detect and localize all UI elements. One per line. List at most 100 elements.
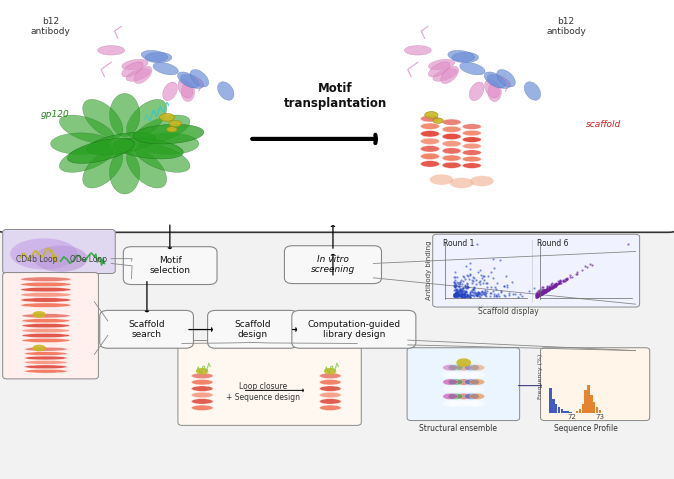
Point bbox=[534, 290, 545, 298]
Point bbox=[462, 291, 473, 299]
Point bbox=[553, 279, 564, 287]
Point bbox=[488, 274, 499, 282]
Point bbox=[459, 283, 470, 291]
Ellipse shape bbox=[178, 80, 193, 98]
Text: Round 1: Round 1 bbox=[443, 239, 474, 248]
Point bbox=[472, 291, 483, 298]
Point bbox=[464, 275, 474, 283]
Point bbox=[478, 289, 489, 297]
Point bbox=[456, 276, 466, 284]
Point bbox=[479, 288, 489, 296]
Point bbox=[451, 290, 462, 297]
Point bbox=[542, 284, 553, 292]
Text: Scaffold
search: Scaffold search bbox=[128, 319, 165, 339]
Point bbox=[534, 290, 545, 298]
Point bbox=[535, 290, 546, 298]
Point bbox=[536, 290, 547, 298]
Point bbox=[545, 285, 555, 293]
Point bbox=[466, 291, 477, 298]
Ellipse shape bbox=[21, 303, 71, 308]
Ellipse shape bbox=[122, 62, 143, 77]
Point bbox=[462, 279, 472, 287]
Point bbox=[537, 290, 547, 297]
Point bbox=[453, 286, 464, 294]
Point bbox=[539, 288, 549, 296]
Point bbox=[540, 288, 551, 296]
Ellipse shape bbox=[87, 132, 156, 155]
Ellipse shape bbox=[484, 72, 506, 88]
Point bbox=[456, 292, 467, 300]
Ellipse shape bbox=[190, 69, 209, 87]
Point bbox=[453, 284, 464, 291]
Point bbox=[534, 291, 545, 299]
Ellipse shape bbox=[443, 365, 458, 371]
Point bbox=[533, 291, 544, 298]
Ellipse shape bbox=[462, 137, 481, 142]
Point bbox=[540, 287, 551, 295]
Point bbox=[547, 282, 558, 290]
Point bbox=[454, 288, 465, 296]
Point bbox=[537, 290, 547, 297]
Point bbox=[532, 291, 543, 298]
Point bbox=[468, 274, 479, 281]
Ellipse shape bbox=[24, 347, 67, 351]
Point bbox=[455, 291, 466, 299]
Point bbox=[555, 276, 565, 284]
Point bbox=[465, 288, 476, 296]
Point bbox=[534, 289, 545, 297]
Point bbox=[459, 281, 470, 288]
Point bbox=[466, 279, 477, 286]
Point bbox=[452, 288, 462, 296]
Point bbox=[534, 290, 545, 297]
Point bbox=[532, 292, 543, 300]
Point bbox=[489, 283, 500, 291]
Ellipse shape bbox=[442, 134, 461, 139]
Point bbox=[452, 291, 462, 299]
Point bbox=[549, 281, 560, 289]
Point bbox=[534, 291, 545, 299]
Ellipse shape bbox=[448, 386, 463, 392]
Point bbox=[499, 283, 510, 290]
Point bbox=[531, 293, 542, 300]
Point bbox=[471, 240, 482, 248]
Point bbox=[535, 288, 546, 296]
Ellipse shape bbox=[442, 141, 461, 147]
Text: Motif
selection: Motif selection bbox=[150, 256, 191, 275]
FancyBboxPatch shape bbox=[292, 310, 416, 348]
Ellipse shape bbox=[191, 405, 213, 411]
Point bbox=[531, 293, 542, 301]
Point bbox=[452, 289, 463, 297]
Point bbox=[451, 289, 462, 297]
Ellipse shape bbox=[433, 118, 443, 124]
Point bbox=[451, 289, 462, 297]
Ellipse shape bbox=[324, 368, 336, 375]
Point bbox=[449, 282, 460, 290]
Ellipse shape bbox=[191, 399, 213, 404]
Point bbox=[489, 292, 499, 299]
FancyBboxPatch shape bbox=[178, 341, 361, 425]
Point bbox=[460, 291, 470, 298]
Point bbox=[449, 290, 460, 297]
Point bbox=[454, 287, 465, 295]
Point bbox=[459, 287, 470, 295]
Point bbox=[463, 292, 474, 300]
Ellipse shape bbox=[470, 365, 485, 371]
Point bbox=[466, 287, 477, 295]
Point bbox=[533, 291, 544, 298]
Point bbox=[451, 293, 462, 300]
Ellipse shape bbox=[98, 46, 125, 55]
Point bbox=[545, 284, 555, 291]
Bar bbox=[596, 407, 599, 413]
Point bbox=[459, 289, 470, 297]
Point bbox=[450, 276, 460, 284]
Point bbox=[470, 291, 481, 299]
Ellipse shape bbox=[425, 112, 438, 118]
Point bbox=[452, 278, 462, 285]
Point bbox=[452, 288, 462, 296]
Ellipse shape bbox=[22, 333, 70, 338]
Point bbox=[533, 292, 544, 299]
Ellipse shape bbox=[443, 379, 458, 385]
Text: ODe Loop: ODe Loop bbox=[71, 255, 107, 264]
Point bbox=[572, 268, 582, 276]
Ellipse shape bbox=[487, 74, 510, 89]
